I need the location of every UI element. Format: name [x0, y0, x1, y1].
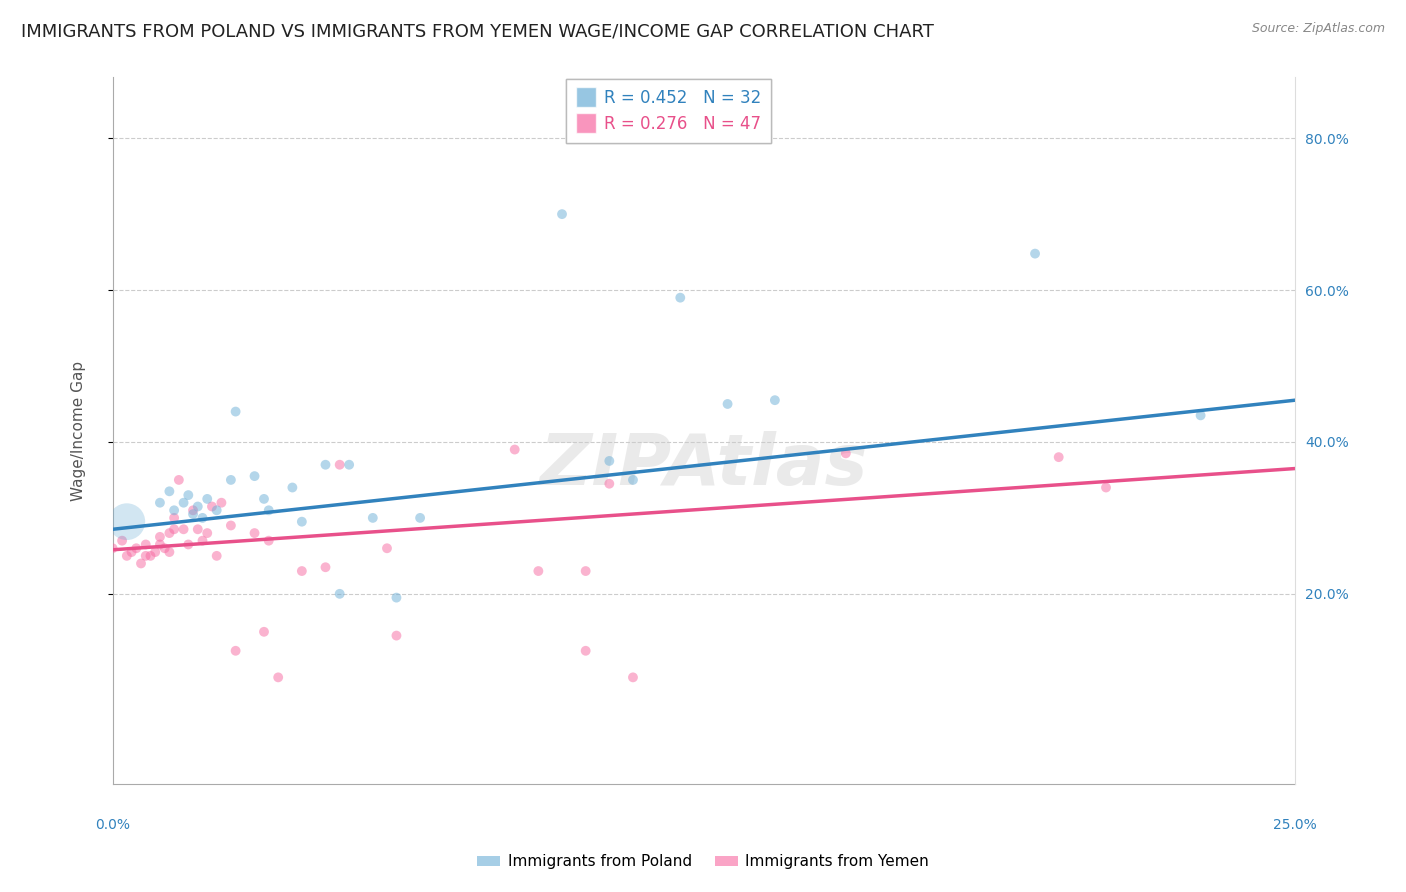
Point [181, 503, 204, 517]
Point [167, 473, 190, 487]
Legend: Immigrants from Poland, Immigrants from Yemen: Immigrants from Poland, Immigrants from … [471, 848, 935, 875]
Point [575, 564, 598, 578]
Point [201, 500, 224, 514]
Point [163, 522, 186, 536]
Point [253, 491, 276, 506]
Point [115, 515, 138, 529]
Point [291, 564, 314, 578]
Point [225, 404, 247, 418]
Point [243, 526, 266, 541]
Point [329, 458, 352, 472]
Text: Source: ZipAtlas.com: Source: ZipAtlas.com [1251, 22, 1385, 36]
Text: IMMIGRANTS FROM POLAND VS IMMIGRANTS FROM YEMEN WAGE/INCOME GAP CORRELATION CHAR: IMMIGRANTS FROM POLAND VS IMMIGRANTS FRO… [21, 22, 934, 40]
Point [139, 549, 162, 563]
Point [143, 545, 166, 559]
Point [716, 397, 738, 411]
Point [575, 644, 598, 658]
Point [157, 545, 180, 559]
Point [598, 476, 620, 491]
Point [173, 522, 195, 536]
Point [153, 541, 176, 556]
Point [157, 526, 180, 541]
Point [1095, 481, 1118, 495]
Point [835, 446, 858, 460]
Point [1047, 450, 1070, 464]
Legend: R = 0.452   N = 32, R = 0.276   N = 47: R = 0.452 N = 32, R = 0.276 N = 47 [565, 78, 772, 143]
Y-axis label: Wage/Income Gap: Wage/Income Gap [72, 360, 86, 500]
Point [409, 511, 432, 525]
Point [209, 496, 232, 510]
Point [243, 469, 266, 483]
Point [173, 496, 195, 510]
Point [135, 549, 157, 563]
Text: 0.0%: 0.0% [96, 818, 131, 832]
Point [191, 511, 214, 525]
Point [181, 507, 204, 521]
Point [205, 549, 228, 563]
Point [177, 488, 200, 502]
Point [503, 442, 526, 457]
Point [195, 491, 218, 506]
Point [157, 484, 180, 499]
Point [763, 393, 786, 408]
Point [111, 533, 134, 548]
Point [598, 454, 620, 468]
Point [361, 511, 384, 525]
Point [163, 511, 186, 525]
Point [315, 560, 337, 574]
Point [163, 503, 186, 517]
Point [191, 533, 214, 548]
Point [125, 541, 148, 556]
Point [267, 670, 290, 684]
Text: 25.0%: 25.0% [1274, 818, 1317, 832]
Point [135, 537, 157, 551]
Point [225, 644, 247, 658]
Point [219, 518, 242, 533]
Point [257, 533, 280, 548]
Point [257, 503, 280, 517]
Point [621, 473, 644, 487]
Point [669, 291, 692, 305]
Point [253, 624, 276, 639]
Point [219, 473, 242, 487]
Point [195, 526, 218, 541]
Point [101, 541, 124, 556]
Point [205, 503, 228, 517]
Point [329, 587, 352, 601]
Point [149, 537, 172, 551]
Point [1189, 409, 1212, 423]
Point [621, 670, 644, 684]
Point [149, 530, 172, 544]
Point [375, 541, 398, 556]
Point [121, 545, 143, 559]
Point [115, 549, 138, 563]
Point [187, 500, 209, 514]
Point [281, 481, 304, 495]
Point [385, 591, 408, 605]
Point [551, 207, 574, 221]
Point [385, 629, 408, 643]
Point [149, 496, 172, 510]
Point [315, 458, 337, 472]
Point [129, 557, 152, 571]
Point [527, 564, 550, 578]
Point [177, 537, 200, 551]
Point [187, 522, 209, 536]
Point [1024, 246, 1046, 260]
Point [337, 458, 360, 472]
Point [291, 515, 314, 529]
Text: ZIPAtlas: ZIPAtlas [540, 432, 868, 500]
